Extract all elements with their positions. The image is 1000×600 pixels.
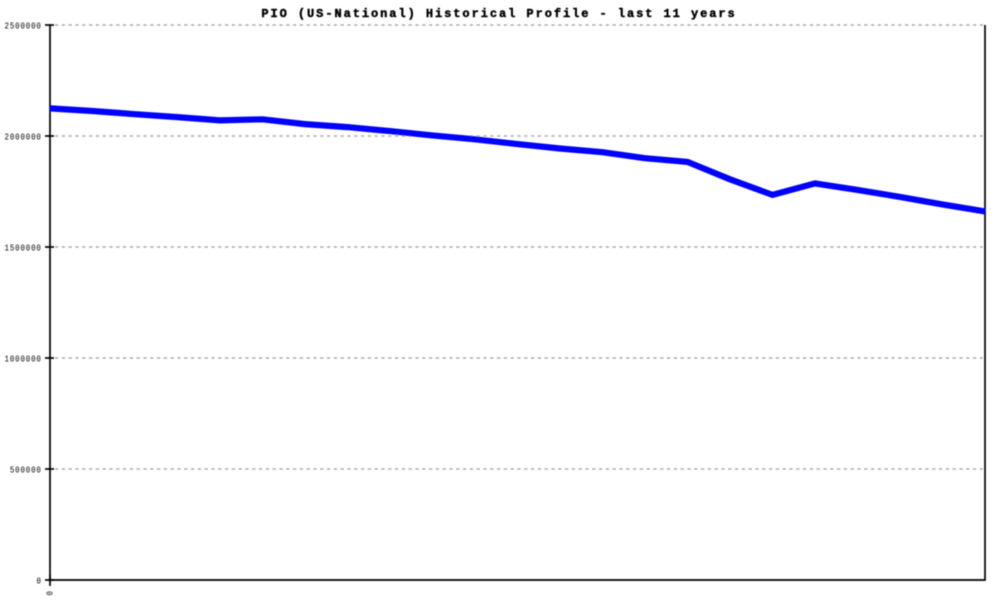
svg-text:0: 0	[45, 591, 56, 595]
svg-text:2000000: 2000000	[5, 132, 42, 143]
svg-text:PIO (US-National) Historical P: PIO (US-National) Historical Profile - l…	[261, 7, 736, 21]
svg-text:1000000: 1000000	[5, 354, 42, 365]
svg-text:1500000: 1500000	[5, 243, 42, 254]
svg-text:0: 0	[36, 576, 41, 587]
svg-text:500000: 500000	[10, 465, 42, 476]
svg-text:2500000: 2500000	[5, 21, 42, 32]
